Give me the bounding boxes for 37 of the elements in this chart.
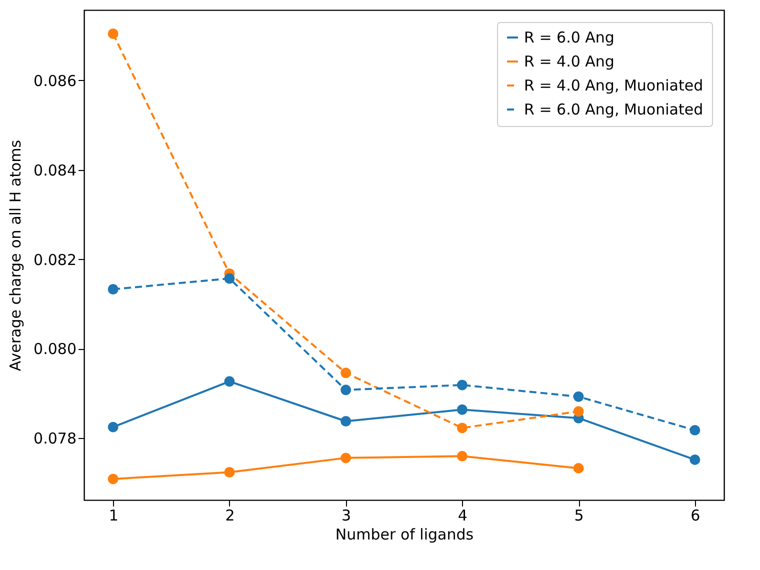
- legend-label: R = 4.0 Ang: [524, 52, 614, 70]
- y-tick-label: 0.078: [34, 430, 76, 448]
- point: [573, 406, 584, 417]
- x-tick-label: 3: [342, 506, 352, 524]
- legend-label: R = 6.0 Ang, Muoniated: [524, 100, 704, 118]
- point: [456, 404, 468, 415]
- point: [108, 422, 118, 432]
- x-tick-label: 2: [225, 506, 235, 524]
- point: [224, 376, 235, 387]
- point: [108, 284, 118, 294]
- legend-label: R = 4.0 Ang, Muoniated: [524, 76, 704, 94]
- point: [224, 467, 235, 478]
- point: [340, 452, 352, 464]
- point: [573, 462, 584, 474]
- point: [340, 416, 352, 426]
- point: [456, 422, 468, 434]
- y-tick-label: 0.082: [34, 250, 76, 269]
- point: [108, 28, 118, 39]
- point: [108, 474, 118, 484]
- point: [690, 454, 700, 465]
- x-tick-label: 4: [458, 506, 468, 524]
- x-tick-label: 5: [574, 506, 584, 524]
- point: [224, 273, 235, 284]
- y-tick-label: 0.086: [34, 72, 76, 90]
- x-tick-label: 1: [108, 506, 118, 524]
- point: [340, 384, 352, 396]
- point: [573, 391, 584, 402]
- point: [340, 368, 352, 378]
- y-tick-label: 0.084: [34, 161, 76, 180]
- x-tick-label: 6: [690, 506, 700, 524]
- x-axis-title: Number of ligands: [335, 526, 474, 544]
- point: [456, 380, 468, 390]
- y-tick-label: 0.080: [34, 340, 76, 358]
- point: [456, 450, 468, 462]
- point: [690, 424, 700, 436]
- y-axis-title: Average charge on all H atoms: [6, 140, 25, 372]
- legend-label: R = 6.0 Ang: [524, 28, 614, 46]
